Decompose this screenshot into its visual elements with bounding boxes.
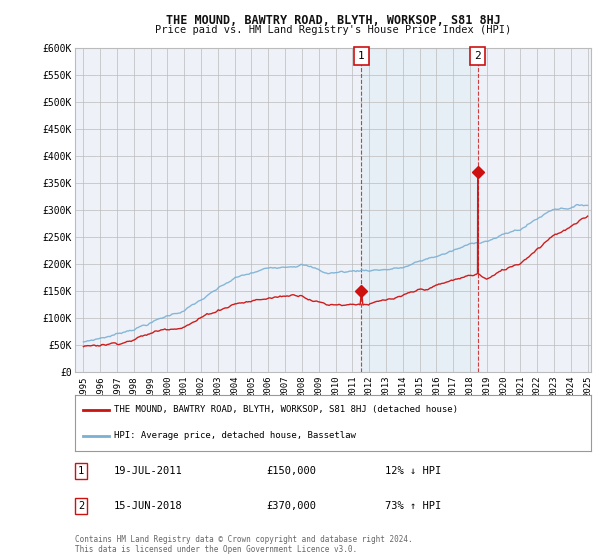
Text: £370,000: £370,000 [266,501,316,511]
Text: Contains HM Land Registry data © Crown copyright and database right 2024.
This d: Contains HM Land Registry data © Crown c… [75,535,413,554]
Text: THE MOUND, BAWTRY ROAD, BLYTH, WORKSOP, S81 8HJ (detached house): THE MOUND, BAWTRY ROAD, BLYTH, WORKSOP, … [114,405,458,414]
Text: 1: 1 [78,466,85,476]
Text: THE MOUND, BAWTRY ROAD, BLYTH, WORKSOP, S81 8HJ: THE MOUND, BAWTRY ROAD, BLYTH, WORKSOP, … [166,14,500,27]
Text: £150,000: £150,000 [266,466,316,476]
Text: Price paid vs. HM Land Registry's House Price Index (HPI): Price paid vs. HM Land Registry's House … [155,25,511,35]
Text: 73% ↑ HPI: 73% ↑ HPI [385,501,441,511]
Text: 2: 2 [78,501,85,511]
Bar [361,48,478,372]
Text: 19-JUL-2011: 19-JUL-2011 [114,466,182,476]
Text: 12% ↓ HPI: 12% ↓ HPI [385,466,441,476]
Text: HPI: Average price, detached house, Bassetlaw: HPI: Average price, detached house, Bass… [114,431,356,440]
Text: 2: 2 [475,51,481,60]
Text: 1: 1 [358,51,365,60]
Text: 15-JUN-2018: 15-JUN-2018 [114,501,182,511]
